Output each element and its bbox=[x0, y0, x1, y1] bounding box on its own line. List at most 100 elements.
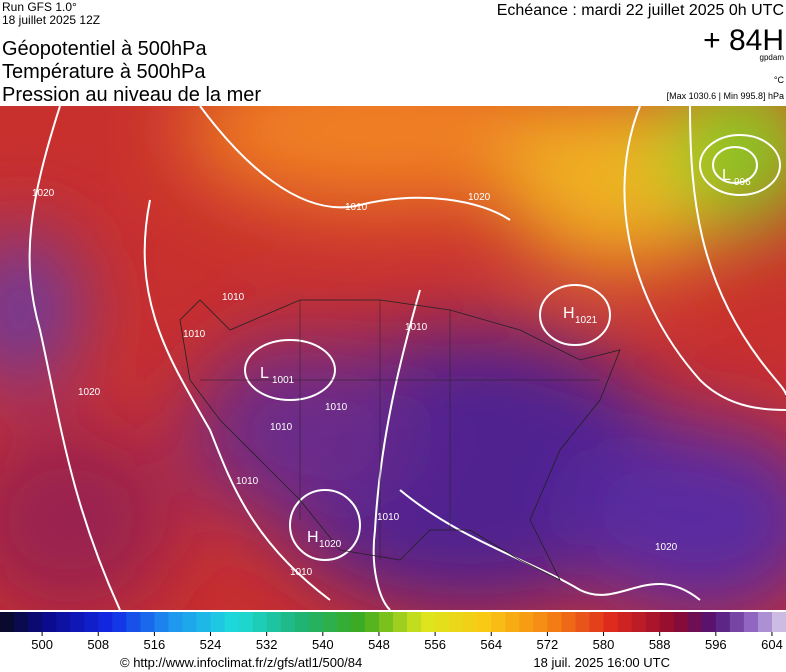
run: Run GFS 1.0° bbox=[2, 0, 77, 14]
isobar-label: 1010 bbox=[236, 476, 259, 487]
title: Pression au niveau de la mer bbox=[2, 84, 261, 106]
colorbar-swatch bbox=[477, 612, 492, 632]
colorbar-swatch bbox=[435, 612, 450, 632]
footer-stamp: 18 juil. 2025 16:00 UTC bbox=[533, 655, 670, 670]
colorbar-swatch bbox=[617, 612, 633, 632]
colorbar-swatch bbox=[519, 612, 534, 632]
isobar-label: 1020 bbox=[655, 542, 678, 553]
colorbar-swatch bbox=[168, 612, 183, 632]
colorbar-swatch bbox=[28, 612, 43, 632]
center-letter: L bbox=[722, 167, 731, 184]
colorbar-label: 532 bbox=[256, 637, 278, 652]
center-letter: H bbox=[307, 529, 319, 546]
colorbar-swatch bbox=[505, 612, 520, 632]
title: Géopotentiel à 500hPa bbox=[2, 38, 207, 60]
colorbar-swatch bbox=[126, 612, 141, 632]
colorbar-swatch bbox=[322, 612, 338, 632]
colorbar-label: 508 bbox=[87, 637, 109, 652]
isobar-label: 1020 bbox=[78, 387, 101, 398]
colorbar-swatch bbox=[757, 612, 773, 632]
colorbar-label: 556 bbox=[424, 637, 446, 652]
lead-time: + 84H bbox=[703, 24, 784, 57]
colorbar-label: 516 bbox=[144, 637, 166, 652]
map bbox=[0, 106, 786, 610]
colorbar-label: 588 bbox=[649, 637, 671, 652]
colorbar-swatch bbox=[182, 612, 197, 632]
colorbar-swatch bbox=[294, 612, 310, 632]
colorbar-swatch bbox=[112, 612, 127, 632]
temp-unit: °C bbox=[774, 75, 785, 85]
colorbar-swatch bbox=[0, 612, 15, 632]
colorbar-swatch bbox=[575, 612, 590, 632]
center-letter: H bbox=[563, 305, 575, 322]
colorbar-label: 500 bbox=[31, 637, 53, 652]
colorbar-label: 564 bbox=[480, 637, 502, 652]
colorbar-swatch bbox=[561, 612, 576, 632]
colorbar-label: 540 bbox=[312, 637, 334, 652]
colorbar-label: 580 bbox=[593, 637, 615, 652]
colorbar-swatch bbox=[491, 612, 506, 632]
colorbar-swatch bbox=[42, 612, 57, 632]
unit: gpdam bbox=[760, 53, 785, 62]
isobar-label: 1010 bbox=[345, 202, 368, 213]
isobar-label: 1010 bbox=[405, 322, 428, 333]
center-value: 1001 bbox=[272, 375, 295, 386]
colorbar-swatch bbox=[364, 612, 380, 632]
center-value: 1021 bbox=[575, 315, 598, 326]
center-value: 996 bbox=[734, 177, 751, 188]
isobar-label: 1010 bbox=[222, 292, 245, 303]
colorbar-swatch bbox=[70, 612, 85, 632]
colorbar-swatch bbox=[84, 612, 99, 632]
isobar-label: 1010 bbox=[290, 567, 313, 578]
colorbar-swatch bbox=[729, 612, 745, 632]
isobar-label: 1010 bbox=[270, 422, 293, 433]
colorbar-label: 572 bbox=[537, 637, 559, 652]
colorbar-swatch bbox=[266, 612, 282, 632]
colorbar-swatch bbox=[393, 612, 408, 632]
colorbar-swatch bbox=[196, 612, 212, 632]
isobar-label: 1020 bbox=[32, 188, 55, 199]
colorbar-swatch bbox=[238, 612, 254, 632]
colorbar-swatch bbox=[224, 612, 240, 632]
echeance: Echéance : mardi 22 juillet 2025 0h UTC bbox=[497, 2, 784, 19]
colorbar-label: 596 bbox=[705, 637, 727, 652]
colorbar-swatch bbox=[589, 612, 605, 632]
colorbar-swatch bbox=[659, 612, 675, 632]
colorbar-swatch bbox=[308, 612, 324, 632]
colorbar-swatch bbox=[547, 612, 562, 632]
footer-url: © http://www.infoclimat.fr/z/gfs/atl1/50… bbox=[120, 655, 362, 670]
colorbar-swatch bbox=[98, 612, 113, 632]
colorbar-swatch bbox=[252, 612, 268, 632]
colorbar-label: 548 bbox=[368, 637, 390, 652]
isobar-label: 1020 bbox=[468, 192, 491, 203]
colorbar-swatch bbox=[210, 612, 226, 632]
colorbar-swatch bbox=[631, 612, 647, 632]
colorbar-swatch bbox=[56, 612, 71, 632]
isobar-label: 1010 bbox=[183, 329, 206, 340]
colorbar-swatch bbox=[449, 612, 464, 632]
colorbar-swatch bbox=[421, 612, 436, 632]
run-date: 18 juillet 2025 12Z bbox=[2, 13, 100, 27]
colorbar-label: 524 bbox=[200, 637, 222, 652]
colorbar-swatch bbox=[673, 612, 689, 632]
colorbar-swatch bbox=[533, 612, 548, 632]
isobar-label: 1010 bbox=[325, 402, 348, 413]
colorbar-swatch bbox=[378, 612, 394, 632]
colorbar-swatch bbox=[463, 612, 478, 632]
center-letter: L bbox=[260, 365, 269, 382]
colorbar-swatch bbox=[350, 612, 366, 632]
colorbar-swatch bbox=[743, 612, 759, 632]
pressure-range: [Max 1030.6 | Min 995.8] hPa bbox=[667, 91, 784, 101]
colorbar-swatch bbox=[687, 612, 703, 632]
colorbar-swatch bbox=[603, 612, 619, 632]
colorbar-swatch bbox=[140, 612, 155, 632]
colorbar-swatch bbox=[336, 612, 352, 632]
title: Température à 500hPa bbox=[2, 61, 206, 83]
colorbar-swatch bbox=[407, 612, 422, 632]
isobar-label: 1010 bbox=[377, 512, 400, 523]
colorbar-swatch bbox=[771, 612, 786, 632]
colorbar-swatch bbox=[14, 612, 29, 632]
colorbar-swatch bbox=[701, 612, 717, 632]
colorbar-swatch bbox=[715, 612, 731, 632]
